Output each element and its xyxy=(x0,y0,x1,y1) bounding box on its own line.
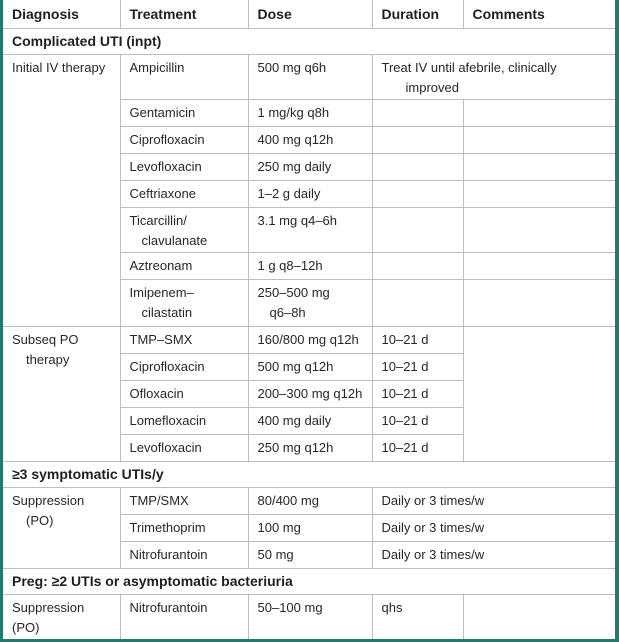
table-row: Ciprofloxacin 400 mg q12h xyxy=(3,126,615,154)
cell-comment xyxy=(462,153,615,181)
header-row: Diagnosis Treatment Dose Duration Commen… xyxy=(3,0,615,29)
table-row: Aztreonam 1 g q8–12h xyxy=(3,252,615,280)
cell-duration xyxy=(371,126,464,154)
section-row-complicated-uti: Complicated UTI (inpt) xyxy=(3,28,615,55)
section-row-pregnancy: Preg: ≥2 UTIs or asymptomatic bacteriuri… xyxy=(3,568,615,595)
cell-comment xyxy=(462,252,615,280)
table-row: Suppression (PO) TMP/SMX 80/400 mg Daily… xyxy=(3,487,615,569)
cell-diagnosis: Suppression (PO) xyxy=(3,594,121,639)
cell-comment: Treat IV until afebrile, clinically impr… xyxy=(371,54,615,100)
cell-comment xyxy=(462,594,615,639)
cell-treatment: Ticarcillin/ clavulanate xyxy=(120,207,249,253)
cell-dose: 50–100 mg xyxy=(247,594,373,639)
cell-diagnosis: Initial IV therapy xyxy=(3,54,121,327)
cell-dose: 50 mg xyxy=(247,541,373,569)
column-header-diagnosis: Diagnosis xyxy=(3,0,121,29)
cell-treatment: Ciprofloxacin xyxy=(120,353,249,381)
cell-comment xyxy=(462,326,615,462)
table-row: Subseq PO therapy TMP–SMX 160/800 mg q12… xyxy=(3,326,615,462)
cell-duration: qhs xyxy=(371,594,464,639)
table-row: Suppression (PO) Nitrofurantoin 50–100 m… xyxy=(3,594,615,639)
column-header-dose: Dose xyxy=(247,0,373,29)
cell-treatment: Gentamicin xyxy=(120,99,249,127)
cell-dose: 400 mg daily xyxy=(247,407,373,435)
table-row: Initial IV therapy Ampicillin 500 mg q6h… xyxy=(3,54,615,327)
cell-treatment: Nitrofurantoin xyxy=(119,594,249,639)
cell-comment xyxy=(462,207,615,253)
cell-duration: 10–21 d xyxy=(371,380,463,408)
table-row: Ciprofloxacin 500 mg q12h 10–21 d xyxy=(3,353,615,381)
cell-treatment: Trimethoprim xyxy=(120,514,249,542)
cell-duration: 10–21 d xyxy=(371,407,463,435)
cell-dose: 250–500 mg q6–8h xyxy=(247,279,373,327)
cell-dose: 500 mg q6h xyxy=(247,54,373,100)
cell-dose: 200–300 mg q12h xyxy=(247,380,373,408)
cell-duration: Daily or 3 times/w xyxy=(371,487,615,515)
column-header-treatment: Treatment xyxy=(119,0,249,29)
section-header: Complicated UTI (inpt) xyxy=(3,28,615,55)
cell-dose: 160/800 mg q12h xyxy=(247,326,373,354)
table-row: Imipenem– cilastatin 250–500 mg q6–8h xyxy=(3,279,615,327)
cell-duration: 10–21 d xyxy=(371,353,463,381)
cell-diagnosis: Suppression (PO) xyxy=(3,487,121,569)
cell-treatment: Nitrofurantoin xyxy=(120,541,249,569)
cell-treatment: TMP–SMX xyxy=(119,326,249,354)
cell-treatment: Ofloxacin xyxy=(120,380,249,408)
cell-comment xyxy=(462,126,615,154)
cell-dose: 500 mg q12h xyxy=(247,353,373,381)
section-row-symptomatic-utis: ≥3 symptomatic UTIs/y xyxy=(3,461,615,488)
cell-dose: 1 g q8–12h xyxy=(247,252,373,280)
section-header: Preg: ≥2 UTIs or asymptomatic bacteriuri… xyxy=(3,568,615,595)
cell-comment xyxy=(462,180,615,208)
cell-duration: Daily or 3 times/w xyxy=(371,541,615,569)
cell-duration xyxy=(371,180,464,208)
cell-duration: 10–21 d xyxy=(371,434,463,462)
cell-dose: 1 mg/kg q8h xyxy=(247,99,373,127)
cell-comment xyxy=(462,99,615,127)
column-header-duration: Duration xyxy=(371,0,464,29)
cell-dose: 250 mg q12h xyxy=(247,434,373,462)
cell-treatment: Ciprofloxacin xyxy=(120,126,249,154)
cell-duration xyxy=(371,153,464,181)
table-row: Ofloxacin 200–300 mg q12h 10–21 d xyxy=(3,380,615,408)
cell-treatment: Levofloxacin xyxy=(120,153,249,181)
cell-dose: 1–2 g daily xyxy=(247,180,373,208)
cell-comment xyxy=(462,279,615,327)
cell-duration xyxy=(371,279,464,327)
cell-dose: 3.1 mg q4–6h xyxy=(247,207,373,253)
cell-treatment: Ampicillin xyxy=(119,54,249,100)
cell-treatment: Ceftriaxone xyxy=(120,180,249,208)
table-row: Ceftriaxone 1–2 g daily xyxy=(3,180,615,208)
cell-treatment: Aztreonam xyxy=(120,252,249,280)
cell-duration xyxy=(371,207,464,253)
column-header-comments: Comments xyxy=(462,0,615,29)
cell-treatment: TMP/SMX xyxy=(119,487,249,515)
cell-duration xyxy=(371,99,464,127)
cell-diagnosis: Subseq PO therapy xyxy=(3,326,121,462)
cell-treatment: Levofloxacin xyxy=(120,434,249,462)
cell-dose: 80/400 mg xyxy=(247,487,373,515)
cell-treatment: Lomefloxacin xyxy=(120,407,249,435)
section-header: ≥3 symptomatic UTIs/y xyxy=(3,461,615,488)
cell-duration: 10–21 d xyxy=(371,326,464,354)
cell-dose: 100 mg xyxy=(247,514,373,542)
cell-dose: 400 mg q12h xyxy=(247,126,373,154)
cell-treatment: Imipenem– cilastatin xyxy=(120,279,249,327)
cell-dose: 250 mg daily xyxy=(247,153,373,181)
cell-duration: Daily or 3 times/w xyxy=(371,514,615,542)
cell-duration xyxy=(371,252,464,280)
uti-treatment-table: Diagnosis Treatment Dose Duration Commen… xyxy=(3,0,615,639)
table-row: Ticarcillin/ clavulanate 3.1 mg q4–6h xyxy=(3,207,615,253)
